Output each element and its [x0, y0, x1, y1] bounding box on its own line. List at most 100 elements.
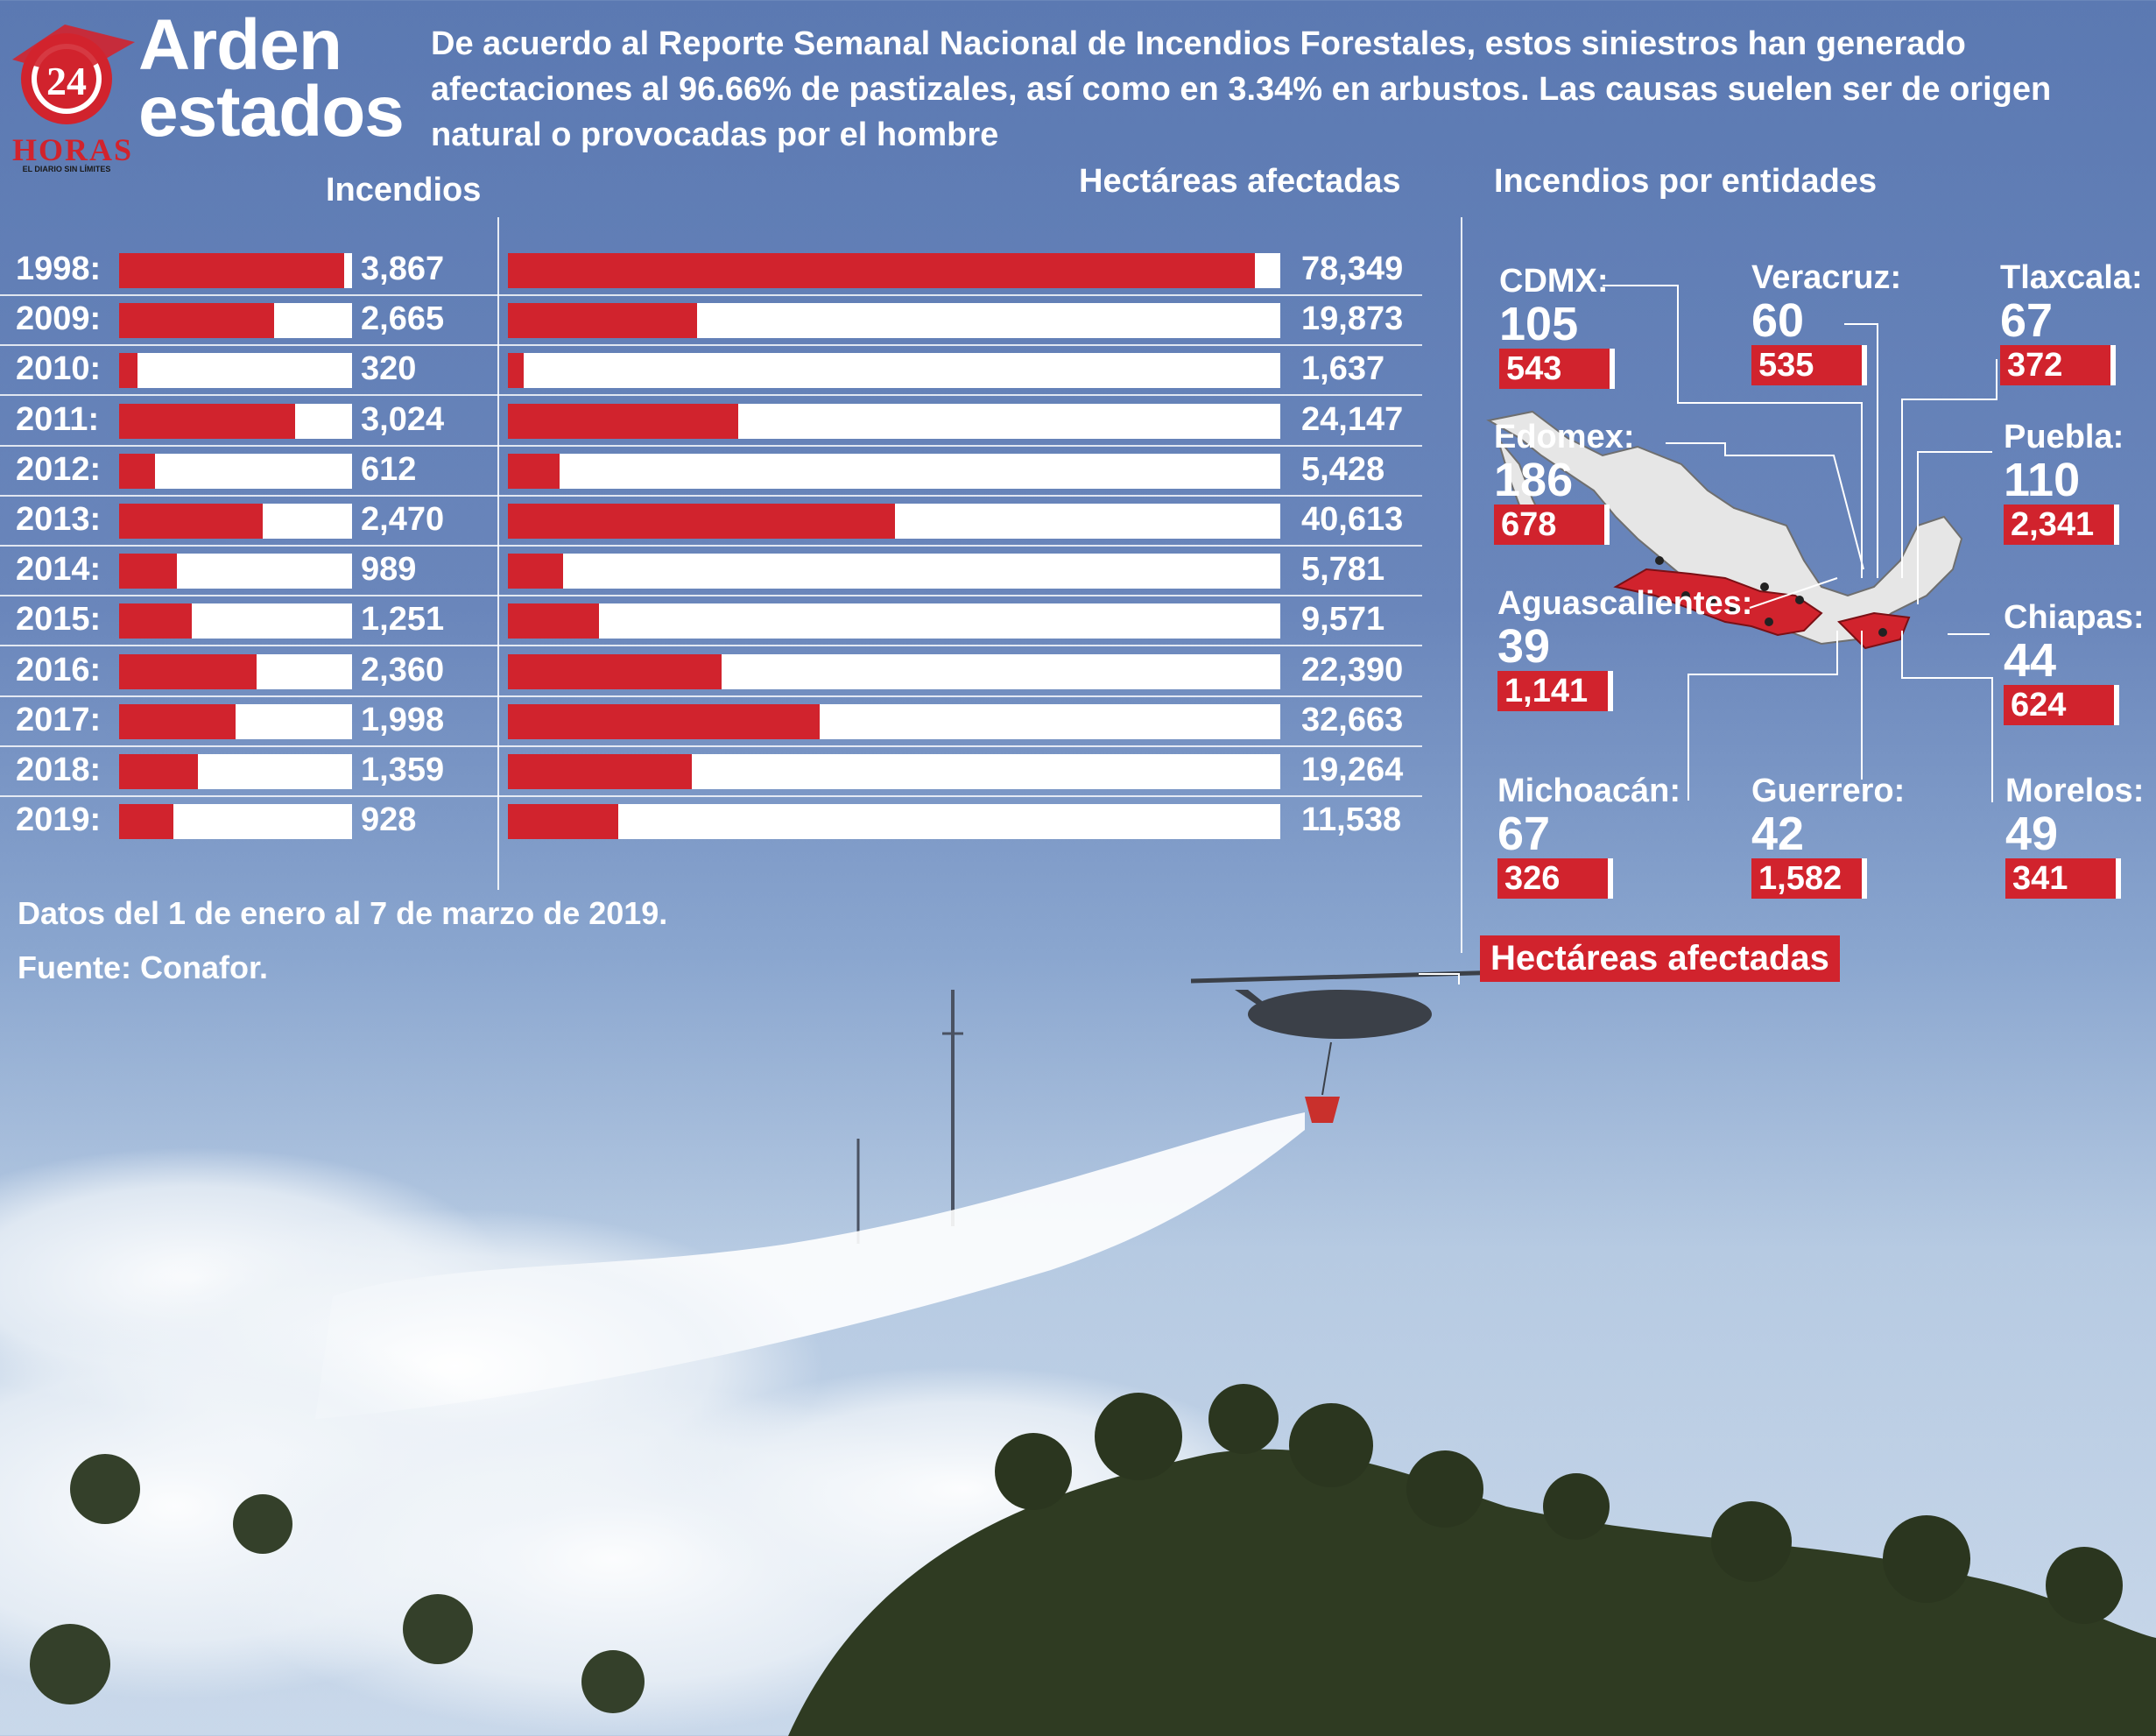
page-title: Arden estados	[138, 5, 427, 152]
title-line-1: Arden	[138, 5, 342, 85]
footnote-source: Fuente: Conafor.	[18, 949, 268, 985]
hectares-bar-track	[508, 804, 1280, 840]
fires-bar	[119, 253, 345, 288]
hectares-bar	[508, 353, 524, 389]
logo-emblem	[12, 25, 135, 124]
fires-value: 320	[361, 350, 417, 388]
state-fires: 60	[1751, 294, 1805, 347]
fires-bar-track	[119, 754, 352, 789]
fires-value: 2,665	[361, 300, 445, 338]
hectares-bar-track	[508, 303, 1280, 339]
state-hectares: 1,582	[1751, 858, 1867, 899]
hectares-value: 32,663	[1301, 701, 1404, 738]
row-divider	[0, 645, 1422, 647]
fires-bar	[119, 754, 199, 789]
mexico-map	[1486, 410, 1963, 650]
year-label: 2014:	[16, 551, 102, 589]
fires-bar-track	[119, 253, 352, 288]
fires-value: 1,998	[361, 701, 445, 738]
row-divider	[0, 494, 1422, 497]
hectares-value: 11,538	[1301, 801, 1402, 839]
hectares-bar	[508, 453, 560, 489]
hectareas-title: Hectáreas afectadas	[1079, 163, 1401, 200]
year-label: 2010:	[16, 350, 102, 388]
fires-bar-track	[119, 603, 352, 639]
state-hectares: 678	[1494, 505, 1610, 545]
state-fires: 49	[2005, 808, 2059, 860]
state-name: Veracruz:	[1751, 259, 1902, 296]
state-fires: 39	[1497, 620, 1551, 673]
state-label: Michoacán: 67 326	[1497, 773, 1725, 899]
fires-bar	[119, 554, 177, 589]
hectares-bar	[508, 703, 820, 739]
fires-bar-track	[119, 403, 352, 439]
state-name: Morelos:	[2005, 773, 2145, 809]
fires-value: 2,360	[361, 651, 445, 688]
title-line-2: estados	[138, 72, 405, 152]
fires-bar-track	[119, 504, 352, 539]
hectares-bar	[508, 403, 738, 439]
state-fires: 67	[1497, 808, 1551, 860]
row-divider	[0, 294, 1422, 296]
table-row: 2014: 989 5,781	[0, 546, 1422, 596]
incendios-title: Incendios	[326, 172, 482, 208]
state-label: Guerrero: 42 1,582	[1751, 773, 1979, 899]
year-label: 2011:	[16, 400, 100, 438]
fires-bar	[119, 453, 155, 489]
year-label: 2016:	[16, 651, 102, 688]
hectares-bar	[508, 303, 698, 339]
state-fires: 67	[2000, 294, 2054, 347]
state-hectares: 326	[1497, 858, 1613, 899]
state-label: Tlaxcala: 67 372	[2000, 259, 2156, 385]
fires-bar	[119, 303, 275, 339]
footnote-dates: Datos del 1 de enero al 7 de marzo de 20…	[18, 895, 668, 931]
hectares-bar-track	[508, 403, 1280, 439]
fires-bar	[119, 703, 236, 739]
state-fires: 110	[2004, 454, 2081, 506]
state-hectares: 341	[2005, 858, 2121, 899]
state-hectares: 535	[1751, 345, 1867, 385]
intro-text: De acuerdo al Reporte Semanal Nacional d…	[431, 25, 2052, 153]
fires-value: 3,024	[361, 400, 445, 438]
year-label: 2009:	[16, 300, 102, 338]
hectares-bar	[508, 603, 600, 639]
hectares-value: 1,637	[1301, 350, 1385, 388]
state-name: Edomex:	[1494, 419, 1635, 455]
state-name: Guerrero:	[1751, 773, 1906, 809]
hectares-bar-track	[508, 754, 1280, 789]
hectares-value: 24,147	[1301, 400, 1404, 438]
fires-value: 1,359	[361, 752, 445, 788]
table-row: 2012: 612 5,428	[0, 446, 1422, 496]
table-row: 2011: 3,024 24,147	[0, 396, 1422, 446]
state-label: CDMX: 105 543	[1499, 263, 1727, 389]
fires-bar	[119, 504, 264, 539]
row-divider	[0, 394, 1422, 397]
hectares-bar	[508, 653, 722, 689]
row-divider	[0, 795, 1422, 797]
map-title: Incendios por entidades	[1494, 163, 1878, 200]
state-label: Veracruz: 60 535	[1751, 259, 1979, 385]
table-row: 2019: 928 11,538	[0, 796, 1422, 846]
state-name: Aguascalientes:	[1497, 585, 1753, 622]
hectares-bar-track	[508, 504, 1280, 539]
state-label: Puebla: 110 2,341	[2004, 419, 2156, 545]
year-label: 2012:	[16, 450, 102, 488]
fires-value: 1,251	[361, 601, 445, 639]
row-divider	[0, 695, 1422, 697]
state-name: Chiapas:	[2004, 599, 2145, 636]
year-label: 2013:	[16, 501, 102, 538]
table-row: 2009: 2,665 19,873	[0, 295, 1422, 345]
logo: 24 HORAS EL DIARIO SIN LÍMITES	[12, 25, 135, 182]
year-label: 1998:	[16, 251, 102, 287]
hectares-bar-track	[508, 703, 1280, 739]
hectares-value: 9,571	[1301, 601, 1385, 639]
hectares-bar	[508, 253, 1256, 288]
hectares-value: 78,349	[1301, 251, 1404, 287]
fires-bar-track	[119, 353, 352, 389]
hectares-bar	[508, 504, 896, 539]
state-label: Chiapas: 44 624	[2004, 599, 2156, 725]
fires-bar-track	[119, 554, 352, 589]
state-name: Puebla:	[2004, 419, 2124, 455]
year-label: 2017:	[16, 701, 102, 738]
